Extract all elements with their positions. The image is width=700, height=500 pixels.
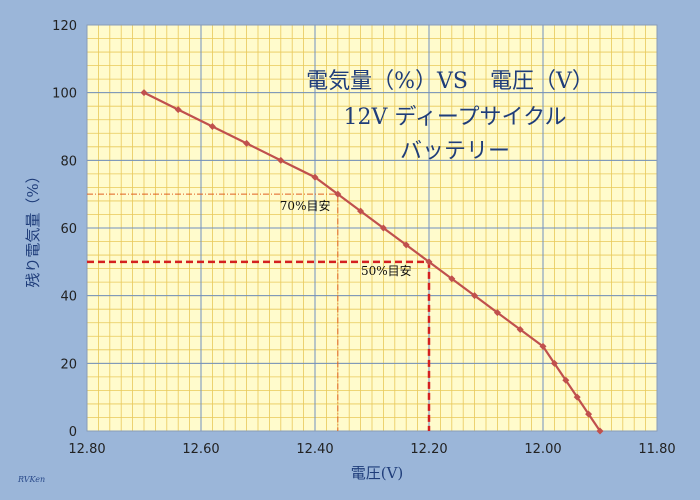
data-point — [471, 292, 479, 300]
y-tick-label: 100 — [52, 87, 77, 102]
chart-title-line: 12V ディープサイクル — [344, 105, 567, 130]
x-tick-label: 12.00 — [524, 442, 561, 457]
x-axis-title: 電圧(V) — [351, 464, 404, 482]
plot-border — [86, 24, 658, 432]
data-point — [493, 309, 501, 317]
data-point — [243, 139, 251, 147]
data-point — [550, 359, 558, 367]
data-point — [585, 410, 593, 418]
y-tick-label: 80 — [60, 154, 77, 169]
data-point — [140, 89, 148, 97]
data-point — [573, 393, 581, 401]
chart-title-line: 電気量（%）VS 電圧（V） — [306, 69, 594, 94]
data-point — [539, 342, 547, 350]
annotation-50-label: 50%目安 — [361, 263, 412, 278]
chart-title-line: バッテリー — [400, 139, 510, 164]
y-axis-title: 残り電気量（%） — [24, 168, 42, 287]
data-point — [357, 207, 365, 215]
data-point — [208, 123, 216, 130]
x-tick-label: 12.40 — [296, 442, 333, 457]
x-tick-label: 12.60 — [182, 442, 219, 457]
y-tick-label: 40 — [60, 290, 77, 305]
data-point — [562, 376, 570, 384]
data-point — [402, 241, 410, 249]
data-point — [596, 427, 604, 435]
x-tick-label: 12.20 — [410, 442, 447, 457]
data-point — [516, 326, 524, 333]
data-point — [311, 173, 319, 181]
y-tick-label: 120 — [52, 19, 77, 34]
data-point — [379, 224, 387, 232]
data-point — [448, 275, 456, 283]
data-point — [277, 156, 285, 164]
y-tick-label: 0 — [69, 425, 77, 440]
data-point — [334, 190, 342, 198]
watermark-logo: RVKen — [17, 475, 45, 484]
x-tick-label: 12.80 — [68, 442, 105, 457]
x-tick-label: 11.80 — [638, 442, 675, 457]
data-point — [174, 106, 182, 114]
annotation-70-label: 70%目安 — [280, 198, 331, 213]
y-tick-label: 60 — [60, 222, 77, 237]
y-tick-label: 20 — [60, 357, 77, 372]
data-point — [425, 258, 433, 266]
